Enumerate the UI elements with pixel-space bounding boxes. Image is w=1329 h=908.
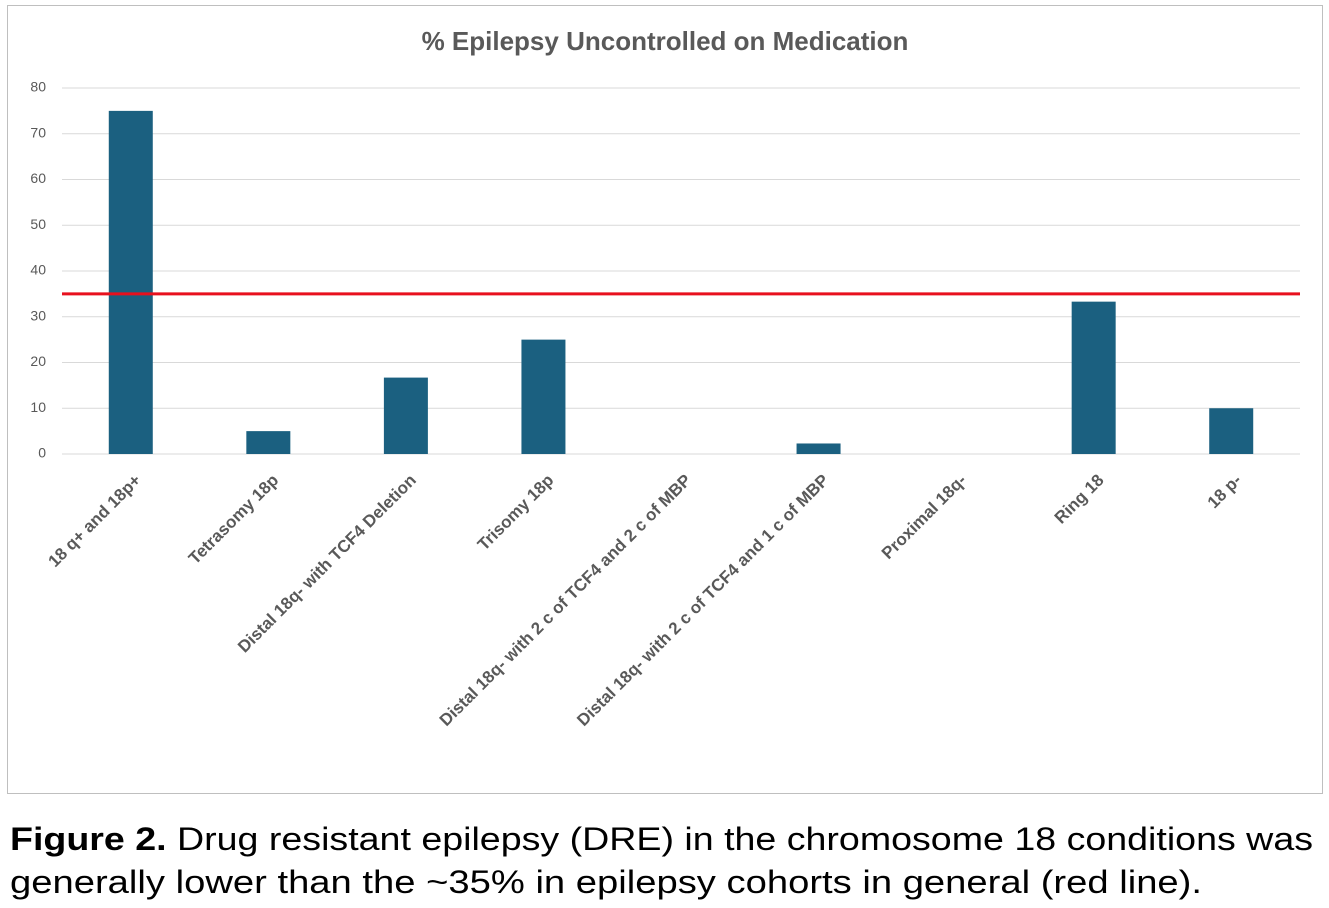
bar bbox=[521, 339, 566, 454]
bar bbox=[796, 443, 841, 454]
bar bbox=[108, 110, 153, 454]
bar bbox=[1209, 408, 1254, 454]
y-tick-label: 20 bbox=[30, 353, 46, 369]
y-tick-label: 0 bbox=[38, 445, 46, 461]
caption-label: Figure 2. bbox=[10, 821, 167, 857]
chart-frame bbox=[7, 5, 1323, 794]
y-tick-label: 70 bbox=[30, 124, 46, 140]
y-tick-label: 40 bbox=[30, 262, 46, 278]
caption-line: Figure 2. Drug resistant epilepsy (DRE) … bbox=[10, 821, 1313, 857]
caption-line: generally lower than the ~35% in epileps… bbox=[10, 864, 1202, 900]
y-tick-label: 50 bbox=[30, 216, 46, 232]
y-tick-label: 80 bbox=[30, 79, 46, 95]
caption-text: Drug resistant epilepsy (DRE) in the chr… bbox=[177, 821, 1313, 857]
bar bbox=[383, 377, 428, 454]
y-tick-label: 30 bbox=[30, 307, 46, 323]
chart-title: % Epilepsy Uncontrolled on Medication bbox=[422, 26, 909, 56]
y-tick-label: 10 bbox=[30, 399, 46, 415]
bar bbox=[1071, 301, 1116, 454]
bar bbox=[246, 431, 291, 454]
y-tick-label: 60 bbox=[30, 170, 46, 186]
